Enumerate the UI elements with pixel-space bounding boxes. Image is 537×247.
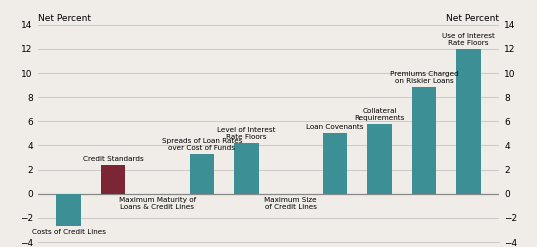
Bar (412, 87, 436, 194)
Text: Maximum Size
of Credit Lines: Maximum Size of Credit Lines (264, 197, 317, 210)
Text: Use of Interest
Rate Floors: Use of Interest Rate Floors (442, 33, 495, 46)
Text: Level of Interest
Rate Floors: Level of Interest Rate Floors (217, 127, 275, 140)
Text: Credit Standards: Credit Standards (83, 156, 143, 162)
Bar (367, 124, 391, 194)
Text: Net Percent: Net Percent (38, 14, 91, 22)
Bar (56, 194, 81, 226)
Bar (101, 165, 125, 194)
Bar (323, 133, 347, 194)
Text: Maximum Maturity of
Loans & Credit Lines: Maximum Maturity of Loans & Credit Lines (119, 197, 196, 210)
Text: Costs of Credit Lines: Costs of Credit Lines (32, 229, 106, 235)
Text: Premiums Charged
on Riskier Loans: Premiums Charged on Riskier Loans (389, 71, 458, 84)
Text: Collateral
Requirements: Collateral Requirements (354, 108, 405, 121)
Text: Net Percent: Net Percent (446, 14, 499, 22)
Bar (234, 143, 258, 194)
Text: Spreads of Loan Rates
over Cost of Funds: Spreads of Loan Rates over Cost of Funds (162, 138, 242, 151)
Text: Loan Covenants: Loan Covenants (307, 124, 364, 130)
Bar (456, 49, 481, 194)
Bar (190, 154, 214, 194)
